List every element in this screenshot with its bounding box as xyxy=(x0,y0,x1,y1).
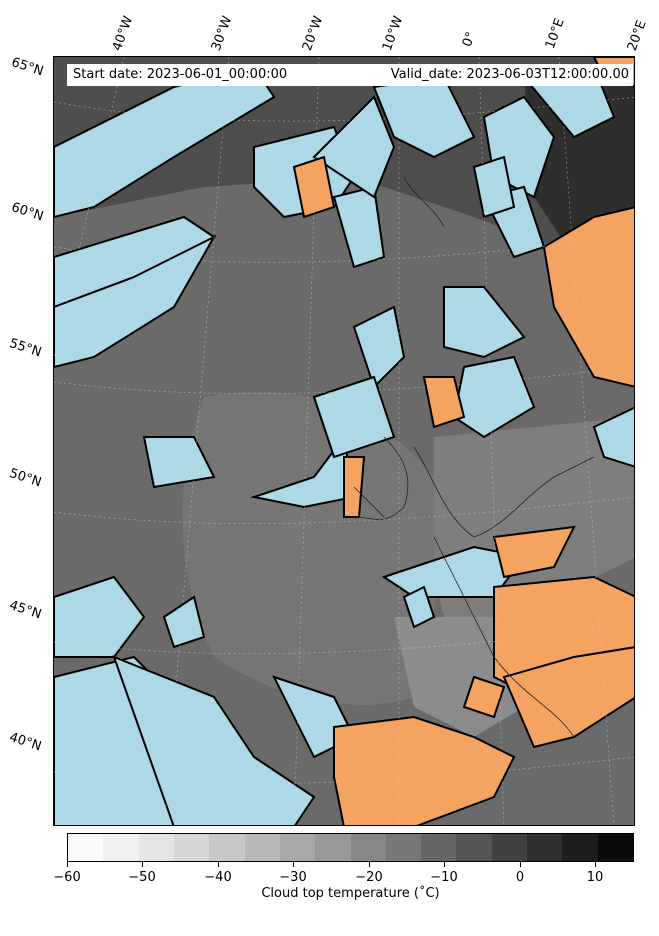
colorbar-segment xyxy=(68,834,104,861)
lon-label-10e: 10°E xyxy=(542,16,568,51)
colorbar-tick-label: −60 xyxy=(53,870,81,885)
colorbar-segment xyxy=(315,834,351,861)
lat-label-40n: 40°N xyxy=(7,730,44,755)
colorbar-segment xyxy=(209,834,245,861)
colorbar-tick xyxy=(520,862,521,867)
colorbar-segment xyxy=(491,834,528,861)
colorbar-segment xyxy=(421,834,457,861)
colorbar-segment xyxy=(527,834,563,861)
colorbar-segment xyxy=(138,834,174,861)
lon-label-0: 0° xyxy=(459,29,480,49)
colorbar-tick xyxy=(218,862,219,867)
colorbar-segment xyxy=(103,834,139,861)
lat-label-60n: 60°N xyxy=(9,200,46,225)
lon-label-20w: 20°W xyxy=(299,14,327,53)
colorbar-segment xyxy=(244,834,280,861)
date-header: Start date: 2023-06-01_00:00:00 Valid_da… xyxy=(67,64,633,86)
cloud-top-temperature-map xyxy=(53,56,635,826)
colorbar-segment xyxy=(456,834,492,861)
colorbar-segment xyxy=(279,834,316,861)
lat-label-45n: 45°N xyxy=(7,598,44,623)
lat-label-65n: 65°N xyxy=(9,55,46,80)
colorbar-segment xyxy=(350,834,386,861)
colorbar-tick-label: −50 xyxy=(128,870,156,885)
lon-label-30w: 30°W xyxy=(208,14,236,53)
colorbar-tick xyxy=(142,862,143,867)
colorbar-segment xyxy=(385,834,422,861)
lat-label-50n: 50°N xyxy=(7,466,44,491)
lon-label-20e: 20°E xyxy=(624,18,650,53)
colorbar-tick xyxy=(595,862,596,867)
valid-date-label: Valid_date: 2023-06-03T12:00:00.00 xyxy=(390,67,629,82)
colorbar-tick xyxy=(444,862,445,867)
map-graphic xyxy=(54,57,634,825)
colorbar xyxy=(67,833,634,862)
lon-label-10w: 10°W xyxy=(379,14,407,53)
colorbar-tick-label: 10 xyxy=(586,870,604,885)
lat-label-55n: 55°N xyxy=(7,336,44,361)
colorbar-segment xyxy=(597,834,633,861)
colorbar-tick-label: −40 xyxy=(204,870,232,885)
colorbar-tick-label: 0 xyxy=(515,870,525,885)
colorbar-tick-label: −10 xyxy=(430,870,458,885)
lon-label-40w: 40°W xyxy=(109,14,137,53)
colorbar-tick xyxy=(369,862,370,867)
colorbar-tick-label: −30 xyxy=(279,870,307,885)
colorbar-segment xyxy=(562,834,598,861)
colorbar-tick xyxy=(67,862,68,867)
colorbar-label: Cloud top temperature (˚C) xyxy=(261,886,440,901)
colorbar-tick xyxy=(293,862,294,867)
colorbar-segment xyxy=(173,834,210,861)
colorbar-tick-label: −20 xyxy=(355,870,383,885)
start-date-label: Start date: 2023-06-01_00:00:00 xyxy=(73,67,288,82)
